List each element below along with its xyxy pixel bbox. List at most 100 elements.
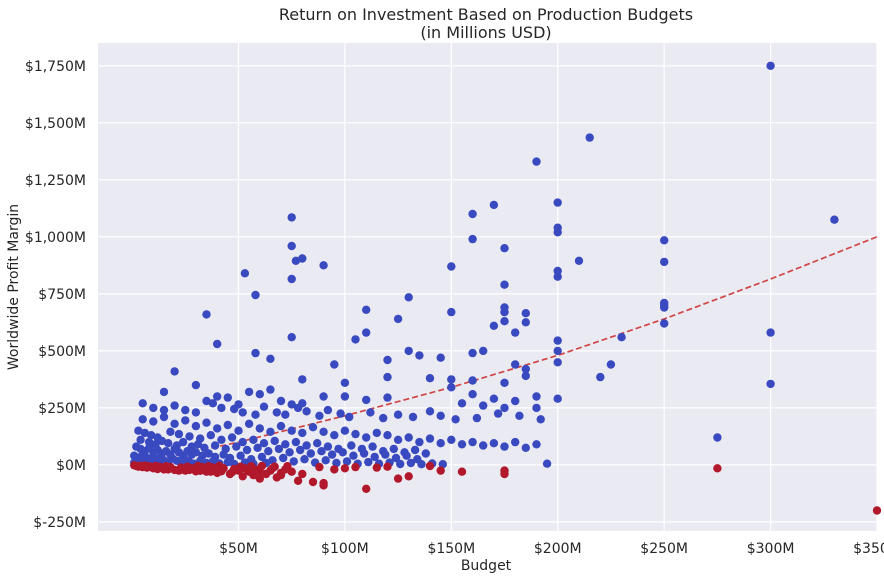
profit-point (210, 441, 220, 450)
profit-point (713, 433, 722, 442)
profit-point (287, 400, 296, 409)
profit-point (259, 402, 269, 411)
profit-point (200, 443, 209, 452)
profit-point (230, 404, 239, 414)
profit-point (370, 452, 379, 462)
profit-point (276, 421, 286, 431)
profit-point (472, 413, 482, 423)
profit-point (249, 435, 258, 444)
profit-point (500, 244, 509, 253)
profit-point (298, 375, 307, 384)
profit-point (340, 392, 350, 401)
profit-point (402, 451, 411, 460)
x-tick-label: $100M (321, 541, 369, 557)
profit-point (236, 451, 245, 460)
profit-point (302, 441, 311, 450)
profit-point (298, 428, 307, 438)
profit-point (302, 407, 311, 416)
profit-point (181, 416, 190, 425)
loss-point (230, 464, 239, 474)
profit-point (140, 428, 149, 438)
profit-point (323, 442, 333, 451)
profit-point (291, 437, 301, 447)
profit-point (308, 423, 318, 432)
profit-point (500, 317, 509, 326)
y-tick-label: $1,500M (25, 116, 86, 132)
profit-point (170, 419, 179, 428)
profit-point (447, 375, 456, 384)
profit-point (285, 448, 294, 457)
profit-point (202, 310, 211, 319)
profit-point (300, 455, 309, 464)
profit-point (515, 411, 524, 420)
profit-point (606, 360, 616, 369)
tick-labels: $50M $100M $150M $200M $250M $300M $350M $-250M… (25, 59, 884, 557)
profit-point (296, 445, 305, 455)
profit-point (500, 403, 509, 413)
profit-point (227, 433, 237, 442)
profit-point (332, 458, 341, 468)
profit-point (319, 427, 328, 436)
profit-point (351, 335, 360, 344)
loss-point (372, 463, 381, 472)
profit-point (368, 442, 377, 451)
profit-point (276, 396, 286, 406)
profit-point (404, 346, 413, 356)
profit-point (468, 209, 477, 219)
profit-point (830, 215, 839, 224)
profit-point (542, 459, 552, 468)
loss-point (151, 461, 160, 471)
profit-point (500, 442, 509, 451)
profit-point (202, 418, 211, 427)
profit-point (217, 435, 226, 444)
profit-point (257, 452, 267, 462)
chart-title: Return on Investment Based on Production… (279, 5, 693, 24)
profit-point (340, 426, 350, 435)
profit-point (406, 458, 416, 468)
profit-point (164, 439, 173, 448)
profit-point (362, 433, 371, 442)
profit-point (170, 367, 179, 376)
profit-point (193, 440, 203, 449)
profit-point (660, 236, 669, 245)
points-layer (130, 61, 882, 515)
profit-point (223, 393, 232, 402)
profit-point (191, 448, 201, 457)
loss-point (247, 462, 256, 471)
loss-point (204, 462, 213, 471)
loss-point (383, 462, 392, 471)
profit-point (389, 444, 398, 454)
loss-point (393, 474, 403, 483)
profit-point (244, 419, 254, 428)
profit-point (617, 333, 626, 342)
profit-point (521, 309, 530, 318)
profit-point (202, 396, 211, 406)
profit-point (251, 348, 260, 358)
profit-point (345, 412, 354, 422)
x-tick-label: $150M (427, 541, 475, 557)
profit-point (274, 444, 284, 454)
loss-point (404, 472, 413, 481)
loss-point (457, 467, 467, 476)
loss-point (308, 477, 318, 487)
profit-point (251, 290, 260, 300)
profit-point (553, 198, 562, 207)
profit-point (436, 353, 445, 362)
profit-point (479, 441, 488, 450)
loss-point (130, 461, 139, 470)
loss-point (276, 470, 286, 480)
profit-point (266, 354, 275, 363)
loss-point (500, 466, 509, 475)
profit-point (359, 449, 369, 458)
profit-point (393, 314, 403, 324)
profit-point (338, 448, 347, 457)
profit-point (340, 378, 350, 387)
x-axis-label: Budget (461, 558, 512, 574)
loss-point (872, 506, 882, 515)
profit-point (219, 450, 228, 459)
profit-point (270, 436, 279, 446)
loss-point (425, 461, 435, 471)
profit-point (362, 395, 371, 405)
profit-point (178, 437, 188, 447)
profit-point (553, 346, 562, 356)
